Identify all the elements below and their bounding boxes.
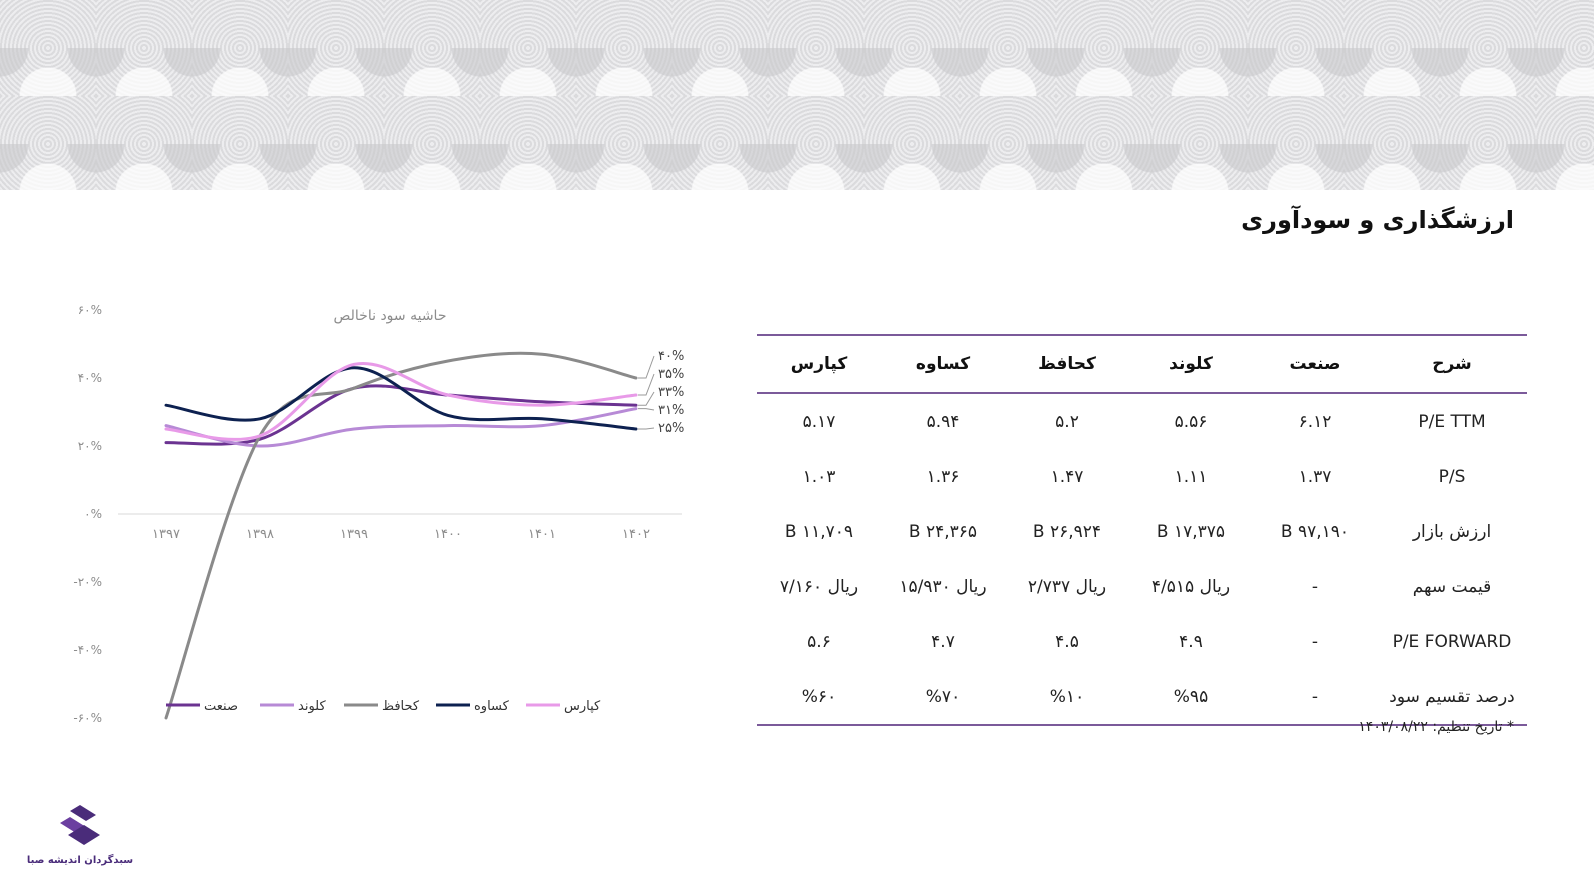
table-cell: %۶۰ [757,669,881,726]
gross-margin-chart: -۶۰% -۴۰% -۲۰% ۰% ۲۰% ۴۰% ۶۰% ۱۳۹۷ ۱۳۹۸ ۱۳۹۹ ۱۴۰۰ ۱… [60,300,720,744]
legend-label: صنعت [204,699,238,714]
table-row: ارزش بازار ۹۷,۱۹۰ B ۱۷,۳۷۵ B ۲۶,۹۲۴ B ۲۴… [757,504,1527,559]
x-tick-label: ۱۳۹۷ [152,527,180,542]
table-cell: - [1253,669,1377,726]
table-cell: ۱۷,۳۷۵ B [1156,521,1226,542]
x-tick-label: ۱۴۰۲ [622,527,650,542]
header-cell: کپارس [757,334,881,394]
table-row: درصد تقسیم سود - %۹۵ %۱۰ %۷۰ %۶۰ [757,669,1527,726]
table-cell: %۱۰ [1005,669,1129,726]
table-cell: ۹۷,۱۹۰ B [1280,521,1350,542]
header-cell: شرح [1377,334,1527,394]
x-tick-label: ۱۴۰۰ [434,527,462,542]
table-cell: %۷۰ [881,669,1005,726]
table-cell: ۵.۱۷ [802,411,836,432]
table-cell: P/E TTM [1418,411,1486,432]
series-line [164,407,638,448]
table-cell: ۱.۳۷ [1298,466,1332,487]
end-label: ۴۰% [658,349,684,364]
end-label: ۳۳% [658,385,684,400]
table-cell: ۱.۰۳ [802,466,836,487]
end-label: ۳۵% [658,367,684,382]
y-tick-label: ۰% [84,507,102,521]
company-logo: سبدگردان اندیشه صبا [24,803,136,866]
y-tick-label: -۶۰% [73,711,102,725]
table-cell: ۲۴,۳۶۵ B [908,521,978,542]
end-label: ۲۵% [658,421,684,436]
logo-icon [60,805,100,845]
end-label-leader [638,427,655,430]
table-cell: ۲۶,۹۲۴ B [1032,521,1102,542]
table-cell: - [1311,576,1319,597]
table-cell: ارزش بازار [1412,521,1492,542]
y-tick-label: ۲۰% [78,439,102,453]
y-tick-label: ۶۰% [78,303,102,317]
table-cell: ۵.۵۶ [1174,411,1208,432]
y-tick-label: -۴۰% [73,643,102,657]
table-cell: P/S [1438,466,1466,487]
table-cell: ۵.۲ [1055,411,1079,432]
end-label: ۳۱% [658,403,684,418]
table-row: قیمت سهم - ریال ۴/۵۱۵ ریال ۲/۷۳۷ ریال ۱۵… [757,559,1527,614]
table-cell: ریال ۲/۷۳۷ [1027,576,1107,597]
series-line [164,361,638,441]
table-cell: ۴.۵ [1055,631,1079,652]
valuation-table: شرح صنعت کلوند کحافظ کساوه کپارس P/E TTM… [757,334,1527,726]
logo-text: سبدگردان اندیشه صبا [26,855,134,866]
series-line [164,351,638,720]
table-row: P/S ۱.۳۷ ۱.۱۱ ۱.۴۷ ۱.۳۶ ۱.۰۳ [757,449,1527,504]
table-row: P/E TTM ۶.۱۲ ۵.۵۶ ۵.۲ ۵.۹۴ ۵.۱۷ [757,393,1527,449]
legend-label: کحافظ [382,699,420,714]
legend-label: کساوه [474,699,510,714]
x-tick-label: ۱۴۰۱ [528,527,556,542]
y-tick-label: ۴۰% [78,371,102,385]
legend-label: کلوند [298,699,326,714]
table-cell: قیمت سهم [1412,576,1492,597]
page-title: ارزشگذاری و سودآوری [1241,206,1514,234]
table-cell: ۶.۱۲ [1298,411,1332,432]
chart-svg: -۶۰% -۴۰% -۲۰% ۰% ۲۰% ۴۰% ۶۰% ۱۳۹۷ ۱۳۹۸ ۱۳۹۹ ۱۴۰۰ ۱… [73,303,684,725]
x-tick-label: ۱۳۹۸ [246,527,274,542]
table-row: P/E FORWARD - ۴.۹ ۴.۵ ۴.۷ ۵.۶ [757,614,1527,669]
table-cell: ریال ۷/۱۶۰ [779,576,859,597]
x-tick-label: ۱۳۹۹ [340,527,368,542]
series-line [164,384,638,446]
header-cell: صنعت [1253,334,1377,394]
table-cell: ریال ۱۵/۹۳۰ [899,576,987,597]
header-banner [0,0,1594,190]
table-cell: ریال ۴/۵۱۵ [1151,576,1231,597]
table-cell: - [1311,631,1319,652]
header-cell: کحافظ [1005,334,1129,394]
table-header-row: شرح صنعت کلوند کحافظ کساوه کپارس [757,334,1527,394]
table-cell: ۱۱,۷۰۹ B [784,521,854,542]
header-cell: کساوه [881,334,1005,394]
table-cell: P/E FORWARD [1392,631,1512,652]
end-label-leader [638,391,655,406]
table-cell: ۵.۶ [807,631,831,652]
table-cell: ۱.۳۶ [926,466,960,487]
table-cell: ۴.۹ [1179,631,1203,652]
table-cell: درصد تقسیم سود [1377,669,1527,726]
chart-title: حاشیه سود ناخالص [334,308,447,324]
table-cell: ۵.۹۴ [926,411,960,432]
table-cell: ۱.۴۷ [1050,466,1084,487]
table-cell: ۱.۱۱ [1174,466,1208,487]
y-tick-label: -۲۰% [73,575,102,589]
end-label-leader [638,373,655,396]
header-cell: کلوند [1129,334,1253,394]
table-cell: %۹۵ [1129,669,1253,726]
legend-label: کپارس [564,699,601,714]
series-line [164,366,638,431]
valuation-table-container: شرح صنعت کلوند کحافظ کساوه کپارس P/E TTM… [757,334,1527,726]
date-footnote: * تاریخ تنظیم: ۱۴۰۳/۰۸/۲۲ [1358,719,1514,735]
end-label-leader [638,355,655,379]
end-label-leader [638,408,655,411]
table-cell: ۴.۷ [931,631,955,652]
